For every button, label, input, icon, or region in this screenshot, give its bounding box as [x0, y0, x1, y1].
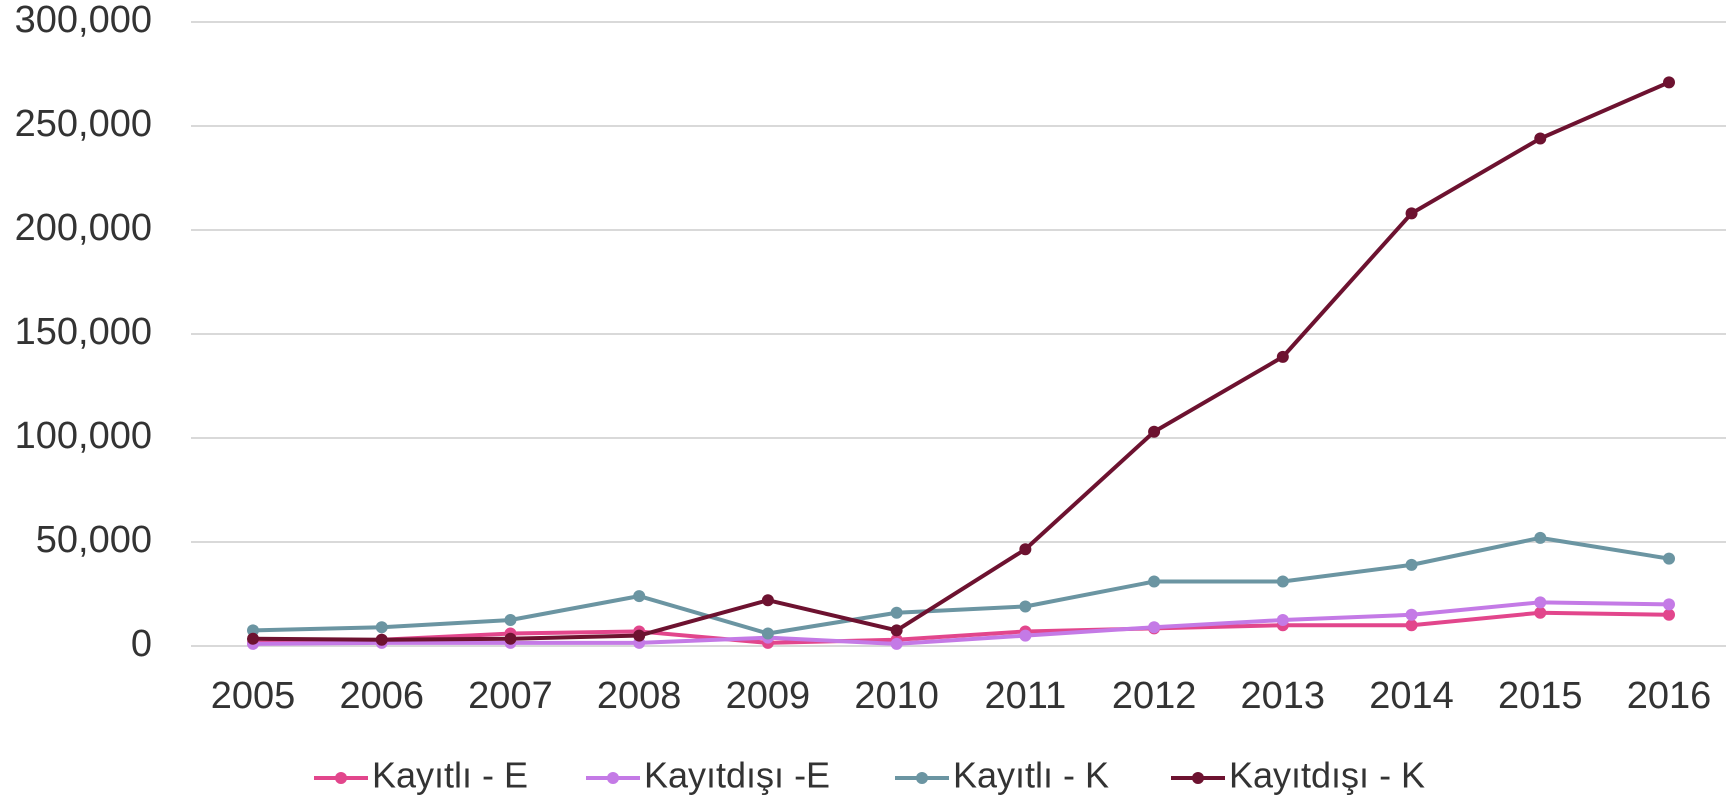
data-point — [1663, 598, 1675, 611]
x-tick-label: 2011 — [985, 675, 1067, 717]
y-tick-label: 100,000 — [15, 415, 152, 457]
data-point — [1276, 350, 1289, 363]
y-tick-label: 150,000 — [15, 311, 152, 353]
x-tick-label: 2005 — [211, 675, 296, 717]
x-tick-label: 2007 — [468, 675, 553, 717]
legend-swatch-dot — [1192, 772, 1204, 784]
x-tick-label: 2006 — [339, 675, 424, 717]
data-point — [1534, 531, 1547, 544]
y-tick-label: 50,000 — [36, 519, 152, 561]
data-point — [504, 614, 517, 626]
y-tick-label: 250,000 — [15, 103, 152, 145]
data-point — [1663, 76, 1675, 89]
data-point — [1405, 619, 1418, 632]
x-tick-label: 2016 — [1627, 675, 1712, 717]
y-tick-label: 200,000 — [15, 207, 152, 249]
data-point — [1663, 552, 1675, 565]
data-point — [1534, 606, 1547, 619]
series-line — [252, 80, 1670, 642]
y-tick-label: 0 — [131, 623, 152, 665]
series-line — [252, 535, 1670, 636]
data-point — [890, 637, 903, 650]
x-tick-label: 2013 — [1241, 675, 1326, 717]
data-point — [890, 606, 903, 619]
data-point — [375, 621, 388, 634]
data-point — [1148, 621, 1161, 634]
x-tick-label: 2009 — [726, 675, 811, 717]
data-point — [633, 629, 646, 642]
data-point — [1405, 608, 1418, 621]
data-point — [1019, 600, 1032, 613]
data-point — [890, 624, 903, 637]
data-point — [1148, 575, 1161, 588]
series-line — [252, 600, 1670, 646]
data-point — [247, 632, 259, 645]
legend-label: Kayıtdışı - K — [1229, 755, 1425, 796]
data-point — [1534, 132, 1547, 145]
x-tick-label: 2014 — [1369, 675, 1454, 717]
data-point — [1019, 629, 1032, 642]
data-point — [761, 627, 774, 640]
data-point — [1405, 558, 1418, 571]
data-point — [633, 590, 646, 603]
x-tick-label: 2015 — [1498, 675, 1583, 717]
data-point — [1534, 596, 1547, 609]
data-point — [504, 632, 517, 645]
data-point — [1663, 608, 1675, 621]
y-tick-label: 300,000 — [15, 0, 152, 41]
legend-swatch-dot — [607, 772, 619, 784]
series-line — [252, 610, 1670, 645]
legend-swatch-dot — [335, 772, 347, 784]
x-tick-label: 2010 — [854, 675, 939, 717]
data-point — [1019, 543, 1032, 556]
legend-label: Kayıtlı - K — [953, 755, 1109, 796]
data-point — [1276, 575, 1289, 588]
data-point — [247, 624, 259, 637]
data-point — [1148, 425, 1161, 438]
x-tick-label: 2012 — [1112, 675, 1197, 717]
data-point — [1405, 207, 1418, 220]
data-point — [375, 633, 388, 646]
legend-label: Kayıtlı - E — [372, 755, 528, 796]
data-point — [1276, 614, 1289, 626]
x-tick-label: 2008 — [597, 675, 682, 717]
legend-label: Kayıtdışı -E — [644, 755, 830, 796]
data-point — [761, 594, 774, 607]
legend-swatch-dot — [916, 772, 928, 784]
